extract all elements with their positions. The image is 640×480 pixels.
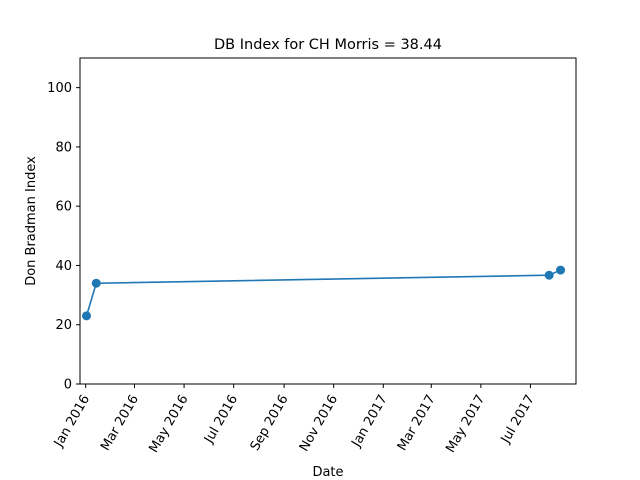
y-tick-label: 40: [55, 259, 72, 274]
y-axis-label: Don Bradman Index: [24, 156, 39, 286]
data-point: [556, 265, 566, 275]
y-tick-label: 100: [47, 81, 72, 96]
data-point: [544, 270, 554, 280]
y-tick-label: 60: [55, 200, 72, 215]
chart-title: DB Index for CH Morris = 38.44: [214, 37, 442, 53]
y-tick-label: 80: [55, 140, 72, 155]
plot-frame: [79, 57, 577, 385]
y-tick-label: 0: [64, 378, 72, 393]
data-point: [91, 278, 101, 288]
series-line: [85, 269, 561, 317]
y-tick-label: 20: [55, 318, 72, 333]
x-axis-label: Date: [312, 465, 343, 480]
data-point: [82, 311, 92, 321]
